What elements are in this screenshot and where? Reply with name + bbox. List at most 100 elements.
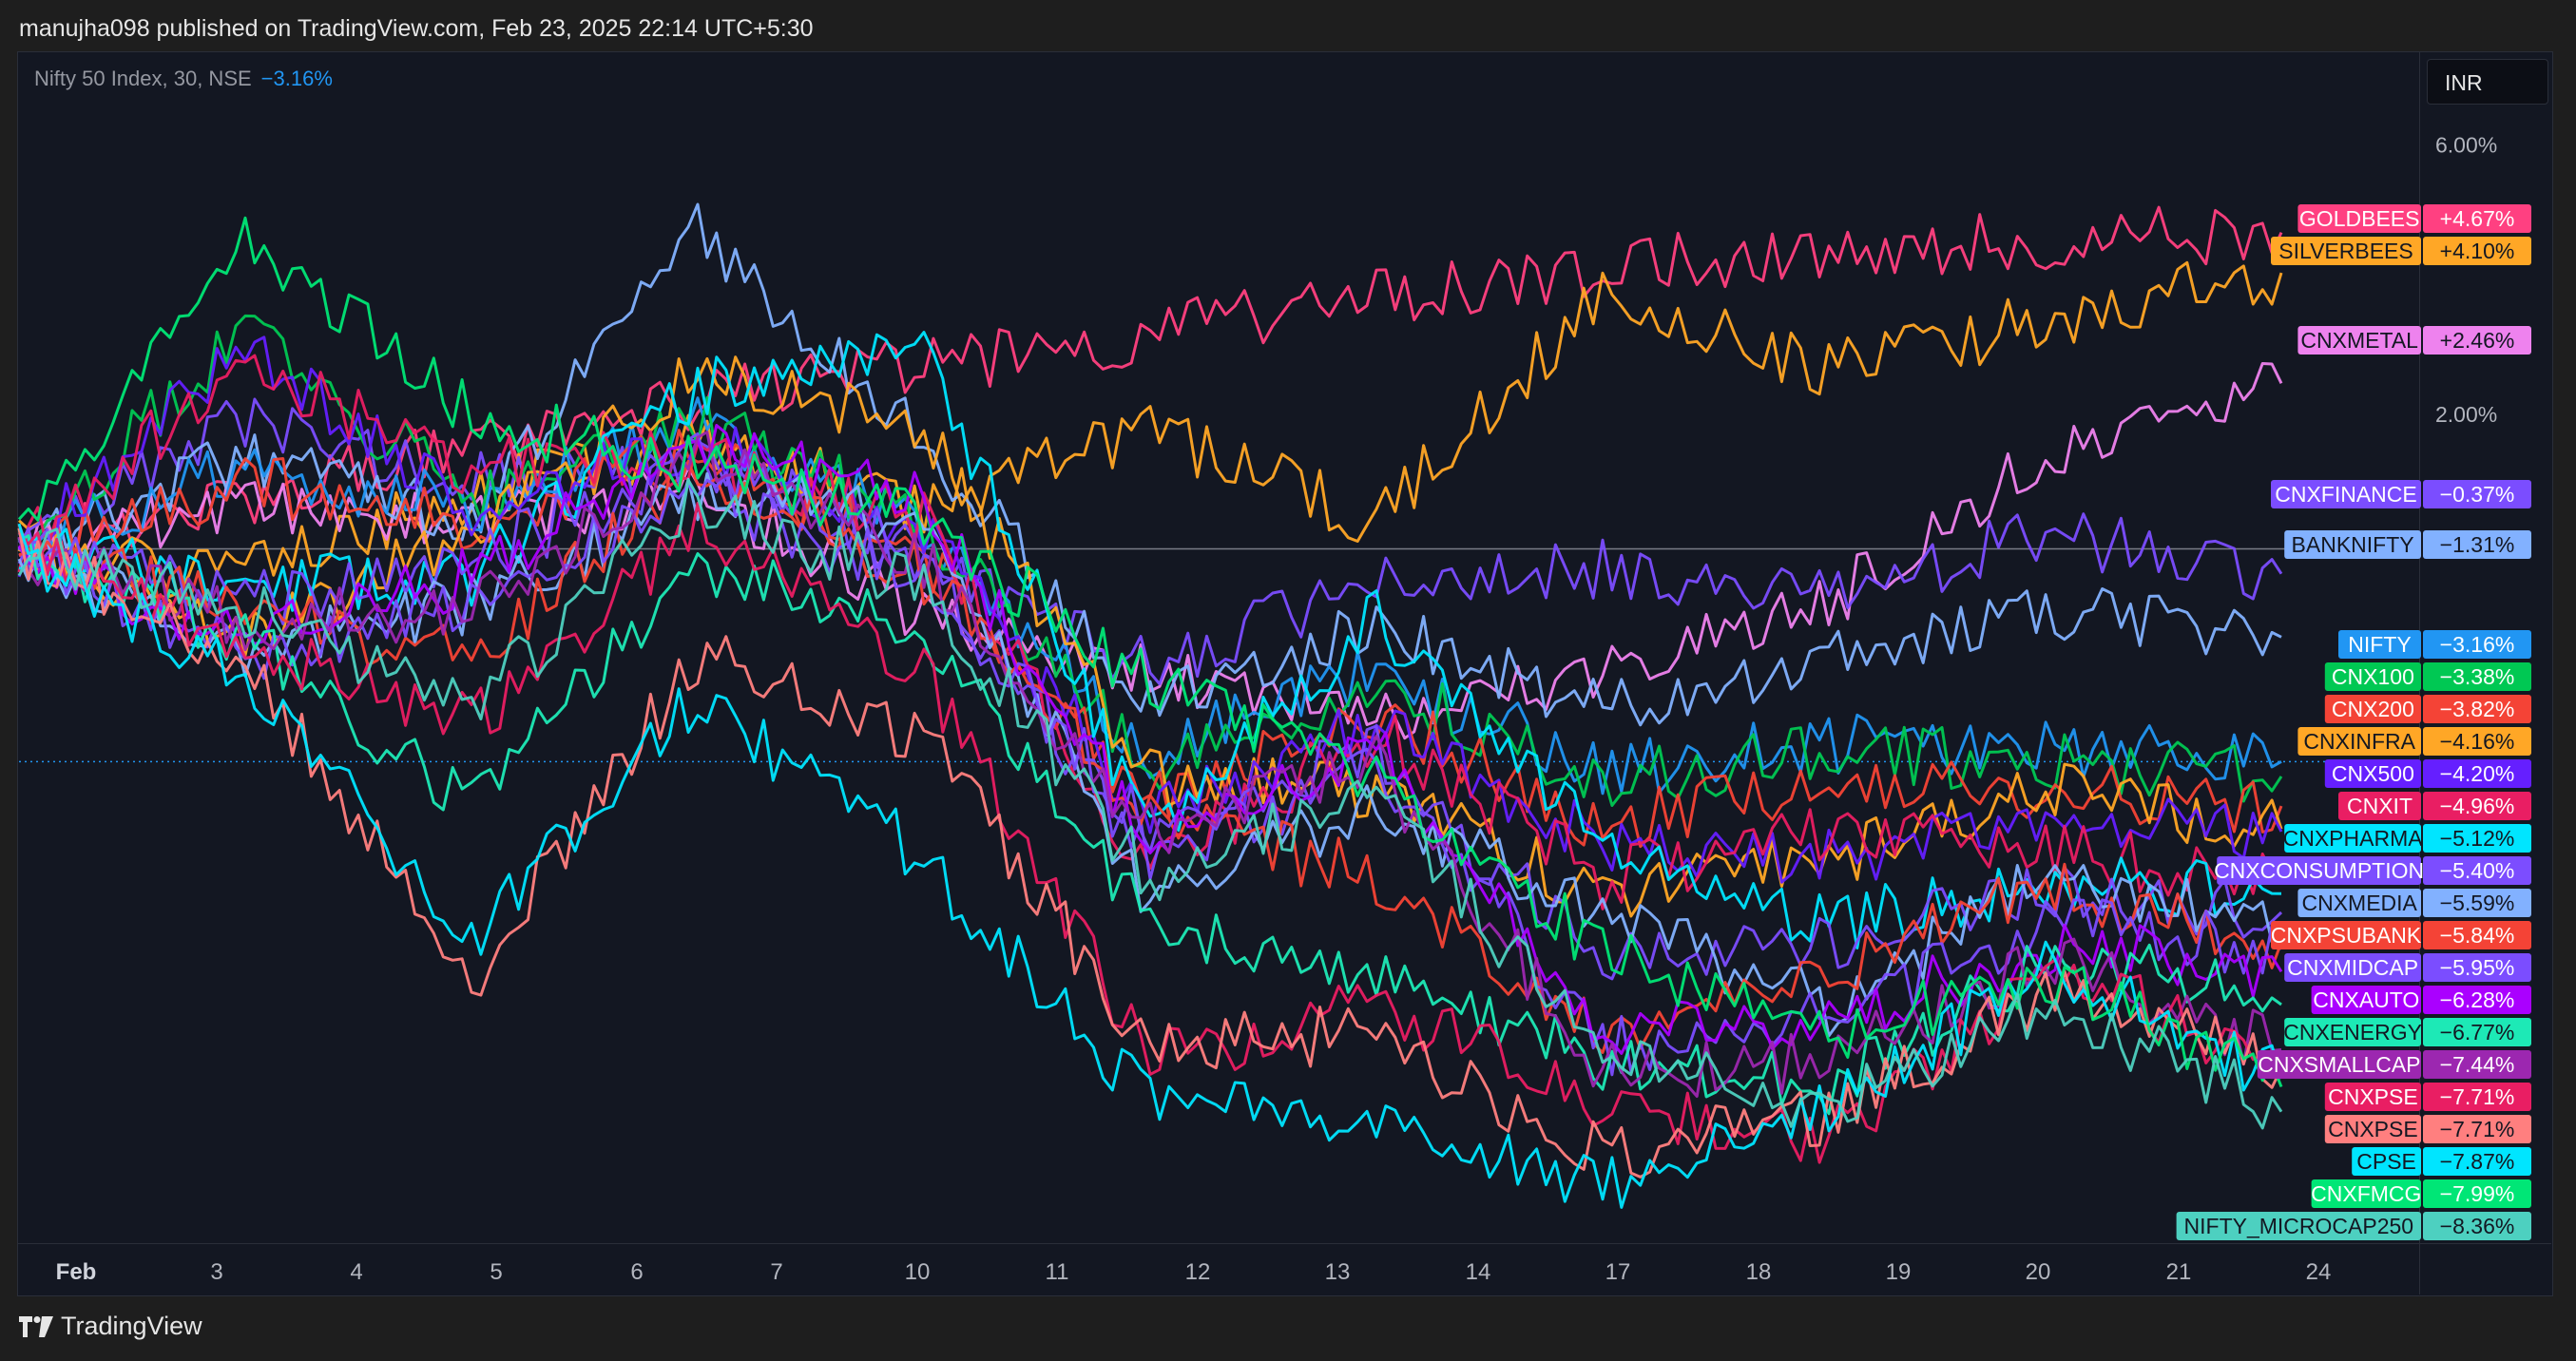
series-name-label: BANKNIFTY — [2292, 532, 2414, 557]
x-tick-label: 19 — [1886, 1259, 1912, 1285]
series-value-tag — [2423, 921, 2531, 949]
x-tick-label: 17 — [1605, 1259, 1631, 1285]
series-name-label: GOLDBEES — [2299, 206, 2420, 231]
brand-name: TradingView — [61, 1312, 202, 1340]
series-value-label: +2.46% — [2440, 328, 2515, 353]
series-value-tag — [2423, 824, 2531, 853]
series-value-tag — [2423, 792, 2531, 820]
series-value-label: −7.44% — [2440, 1052, 2515, 1077]
series-value-tag — [2423, 1115, 2531, 1143]
series-line-cnxsmallcap — [17, 431, 2282, 1098]
series-value-tag — [2423, 986, 2531, 1014]
series-value-label: −6.28% — [2440, 987, 2515, 1012]
symbol-change: −3.16% — [260, 67, 333, 90]
series-line-cnx200 — [17, 429, 2283, 849]
x-tick-label: 3 — [210, 1259, 222, 1285]
series-line-cpse — [17, 523, 2283, 1209]
series-name-tag — [2324, 759, 2421, 788]
series-value-tag — [2423, 480, 2531, 508]
x-tick-label: 11 — [1046, 1259, 1069, 1285]
series-name-tag — [2324, 1115, 2421, 1143]
series-name-tag — [2324, 695, 2421, 723]
tradingview-icon — [19, 1315, 53, 1337]
series-name-label: SILVERBEES — [2278, 239, 2413, 263]
series-value-label: −3.16% — [2440, 632, 2515, 657]
series-name-tag — [2324, 1083, 2421, 1111]
series-value-tag — [2423, 237, 2531, 265]
time-axis-divider — [17, 1243, 2551, 1244]
series-value-tag — [2423, 953, 2531, 982]
series-value-tag — [2423, 1018, 2531, 1046]
series-value-tag — [2423, 1212, 2531, 1240]
series-line-cnxmetal — [17, 362, 2283, 740]
series-name-label: CNXFMCG — [2311, 1181, 2421, 1206]
series-name-tag — [2271, 480, 2421, 508]
series-value-tag — [2423, 1050, 2531, 1079]
series-value-label: −1.31% — [2440, 532, 2515, 557]
x-tick-label: 5 — [490, 1259, 502, 1285]
series-name-label: CNXENERGY — [2283, 1020, 2422, 1045]
tradingview-logo[interactable]: TradingView — [19, 1312, 202, 1341]
currency-button[interactable]: INR — [2427, 59, 2548, 105]
series-line-banknifty — [17, 202, 2282, 727]
series-value-tag — [2423, 1083, 2531, 1111]
series-name-tag — [2217, 856, 2421, 885]
series-name-tag — [2271, 921, 2421, 949]
series-name-tag — [2297, 727, 2421, 756]
series-name-label: CPSE — [2356, 1149, 2416, 1174]
series-value-tag — [2423, 662, 2531, 691]
series-name-label: CNXMETAL — [2300, 328, 2418, 353]
series-name-label: CNX500 — [2332, 761, 2414, 786]
series-line-silverbees — [17, 260, 2283, 598]
chart-frame[interactable] — [17, 51, 2553, 1296]
series-value-label: −3.82% — [2440, 697, 2515, 721]
x-tick-label: 24 — [2306, 1259, 2332, 1285]
series-line-cnxpse — [17, 527, 2283, 1179]
series-line-nifty_microcap250 — [17, 478, 2283, 1130]
series-name-tag — [2311, 1179, 2421, 1208]
series-value-tag — [2423, 530, 2531, 559]
series-value-label: −7.71% — [2440, 1084, 2515, 1109]
x-tick-label: 20 — [2026, 1259, 2051, 1285]
x-tick-label: 4 — [350, 1259, 362, 1285]
symbol-legend[interactable]: Nifty 50 Index, 30, NSE −3.16% — [34, 67, 333, 91]
series-line-cnxfinance — [17, 397, 2283, 686]
series-value-tag — [2423, 759, 2531, 788]
series-value-tag — [2423, 204, 2531, 233]
series-value-tag — [2423, 1179, 2531, 1208]
series-value-label: +4.67% — [2440, 206, 2515, 231]
series-value-label: −4.96% — [2440, 794, 2515, 818]
y-tick-label: 2.00% — [2435, 402, 2497, 427]
series-name-label: NIFTY_MICROCAP250 — [2184, 1214, 2414, 1238]
series-name-label: CNX100 — [2332, 664, 2414, 689]
series-name-tag — [2284, 953, 2421, 982]
series-name-label: CNXCONSUMPTION — [2214, 858, 2424, 883]
y-tick-label: 6.00% — [2435, 133, 2497, 158]
series-value-tag — [2423, 1147, 2531, 1176]
series-name-tag — [2324, 662, 2421, 691]
x-tick-label: 7 — [770, 1259, 782, 1285]
series-line-cnxpharma — [18, 331, 2282, 949]
series-value-tag — [2423, 727, 2531, 756]
x-tick-label: 13 — [1325, 1259, 1351, 1285]
series-name-tag — [2284, 824, 2421, 853]
x-tick-label: 12 — [1185, 1259, 1211, 1285]
series-line-cnxauto — [17, 424, 2283, 1055]
series-name-tag — [2311, 986, 2421, 1014]
x-tick-label: 21 — [2166, 1259, 2192, 1285]
series-value-label: −5.40% — [2440, 858, 2515, 883]
series-name-tag — [2257, 1050, 2421, 1079]
series-value-label: −5.12% — [2440, 826, 2515, 851]
publish-header: manujha098 published on TradingView.com,… — [0, 0, 2576, 55]
series-name-tag — [2338, 630, 2421, 659]
x-tick-label: 10 — [905, 1259, 931, 1285]
footer — [0, 1304, 2576, 1361]
series-name-tag — [2297, 204, 2421, 233]
x-tick-label: Feb — [56, 1259, 97, 1285]
series-name-label: CNXPSE — [2328, 1117, 2418, 1141]
series-line-cnxit — [17, 354, 2283, 911]
series-value-tag — [2423, 889, 2531, 917]
series-name-tag — [2271, 237, 2421, 265]
series-line-cnxinfra — [17, 355, 2283, 918]
